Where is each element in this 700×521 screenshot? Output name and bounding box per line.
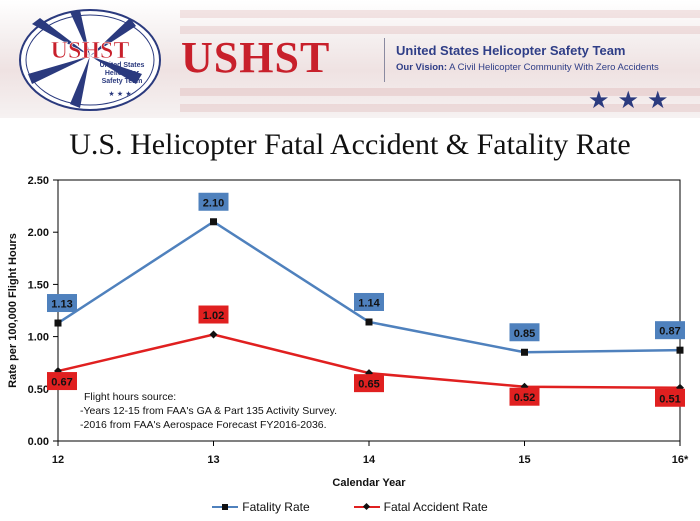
x-tick-label: 14: [363, 454, 376, 466]
vision-text: A Civil Helicopter Community With Zero A…: [447, 62, 659, 73]
logo-subtitle-line: United States: [100, 62, 145, 69]
data-label-box: [198, 305, 229, 324]
data-label-box: [47, 294, 77, 313]
x-tick-label: 16*: [672, 454, 689, 466]
legend-label-fatality-rate: Fatality Rate: [242, 500, 310, 514]
data-point: [676, 346, 684, 354]
y-tick-label: 1.50: [28, 279, 49, 291]
banner-stripe: [180, 88, 700, 96]
data-point: [365, 318, 373, 326]
data-label: 0.52: [514, 392, 535, 404]
data-point: [365, 369, 373, 378]
line-chart: 0.00 0.50 1.00 1.50 2.00 2.50 12 13 14 15 16* Calen…: [7, 175, 689, 489]
data-label: 0.65: [358, 379, 379, 391]
org-name: United States Helicopter Safety Team: [396, 43, 626, 58]
chart-legend: Fatality Rate Fatal Accident Rate: [0, 497, 700, 517]
data-point: [209, 330, 218, 339]
logo-subtitle-line: Safety Team: [102, 78, 143, 85]
x-tick-label: 13: [207, 454, 219, 466]
vision-statement: Our Vision: A Civil Helicopter Community…: [396, 62, 659, 73]
data-label-box: [655, 388, 685, 407]
series-line-0: [57, 220, 681, 354]
chart-title: U.S. Helicopter Fatal Accident & Fatalit…: [69, 128, 631, 161]
data-label-box: [509, 323, 540, 342]
legend-label-fatal-accident-rate: Fatal Accident Rate: [383, 500, 488, 514]
logo-subtitle-line: Helicopter: [105, 70, 140, 77]
data-label-box: [198, 192, 229, 211]
legend-swatch-fatality-rate: [212, 502, 239, 512]
y-tick-label: 1.00: [28, 332, 49, 344]
banner-stripe: [180, 10, 700, 18]
data-point: [521, 348, 528, 356]
ushst-logo: USHST United States Helicopter Safety Te…: [10, 4, 170, 114]
header-banner: USHST United States Helicopter Safety Te…: [0, 0, 700, 118]
logo-text: USHST: [51, 38, 130, 64]
brand-divider: [384, 38, 385, 82]
y-tick-label: 0.50: [28, 384, 49, 396]
y-tick-label: 0.00: [28, 436, 49, 448]
data-label: 0.67: [51, 377, 72, 389]
data-label: 1.02: [203, 310, 224, 322]
y-axis-label: Rate per 100,000 Flight Hours: [7, 233, 19, 388]
legend-item-fatal-accident-rate: Fatal Accident Rate: [353, 497, 488, 517]
banner-stripe: [180, 104, 700, 112]
y-tick-label: 2.00: [28, 227, 49, 239]
rotor-icon: [28, 10, 142, 108]
data-label-box: [354, 374, 384, 393]
data-label-box: [47, 372, 77, 391]
data-label: 2.10: [203, 197, 224, 209]
data-label: 1.13: [51, 299, 72, 311]
data-label-box: [509, 387, 540, 406]
data-label: 0.51: [659, 393, 680, 405]
vision-label: Our Vision:: [396, 62, 448, 73]
data-label: 1.14: [358, 297, 380, 309]
logo-ring-inner: [25, 14, 155, 106]
y-tick-label: 2.50: [28, 175, 49, 187]
x-tick-label: 12: [52, 454, 64, 466]
x-tick-label: 15: [518, 454, 530, 466]
data-label: 0.85: [514, 328, 535, 340]
source-annotation: -Years 12-15 from FAA's GA & Part 135 Ac…: [80, 405, 337, 417]
data-point: [54, 319, 62, 327]
banner-stripe: [180, 26, 700, 34]
legend-swatch-fatal-accident-rate: [353, 502, 380, 512]
brand-wordmark: USHST: [181, 33, 331, 82]
source-annotation: Flight hours source:: [84, 391, 176, 403]
legend-item-fatality-rate: Fatality Rate: [212, 497, 310, 517]
data-label-box: [354, 292, 384, 311]
source-annotation: -2016 from FAA's Aerospace Forecast FY20…: [80, 419, 327, 431]
logo-stars: ★ ★ ★: [108, 90, 131, 98]
data-point: [210, 218, 217, 226]
banner-stars: ★★★: [588, 87, 677, 114]
data-label-box: [655, 321, 685, 340]
data-label: 0.87: [659, 326, 680, 338]
x-axis-label: Calendar Year: [332, 477, 406, 489]
